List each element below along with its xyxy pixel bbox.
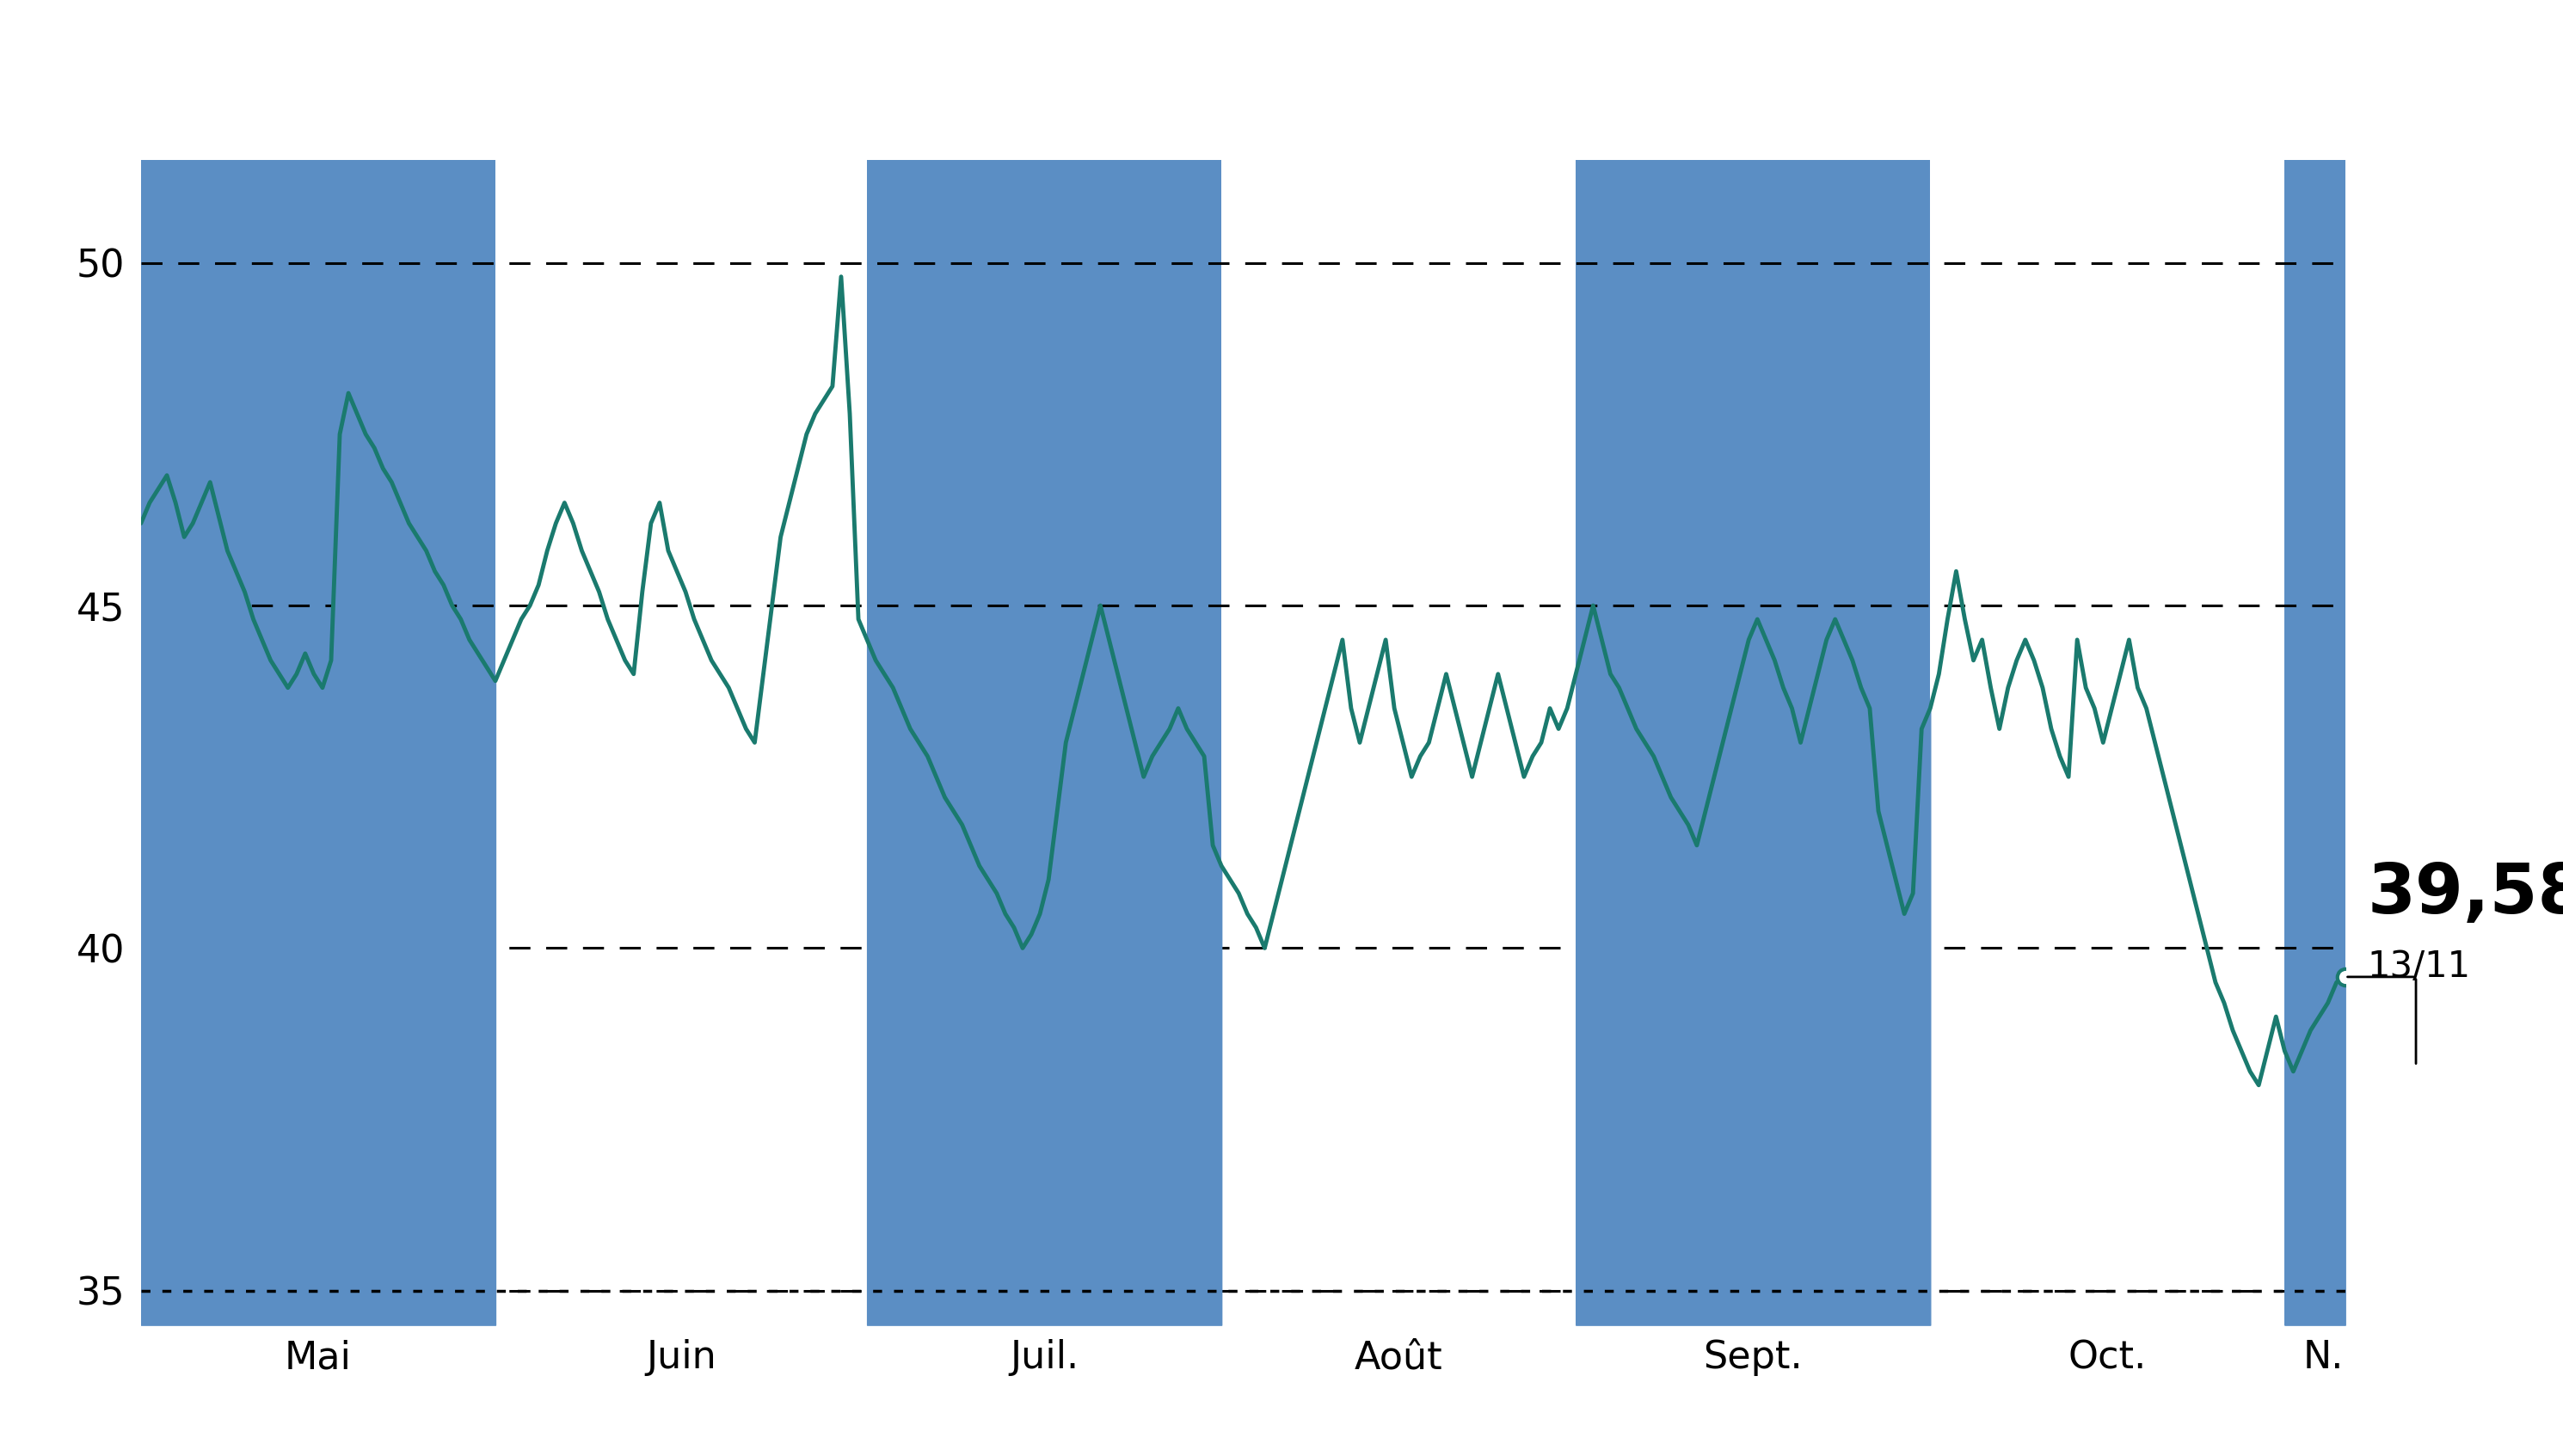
Bar xyxy=(866,160,1223,1325)
Bar xyxy=(2284,160,2363,1325)
Bar xyxy=(1576,160,1930,1325)
Text: 39,58: 39,58 xyxy=(2368,860,2563,929)
Bar xyxy=(141,160,495,1325)
Text: Eckert & Ziegler Strahlen- und Medizintechnik AG: Eckert & Ziegler Strahlen- und Medizinte… xyxy=(38,39,2563,132)
Text: 13/11: 13/11 xyxy=(2368,948,2471,984)
